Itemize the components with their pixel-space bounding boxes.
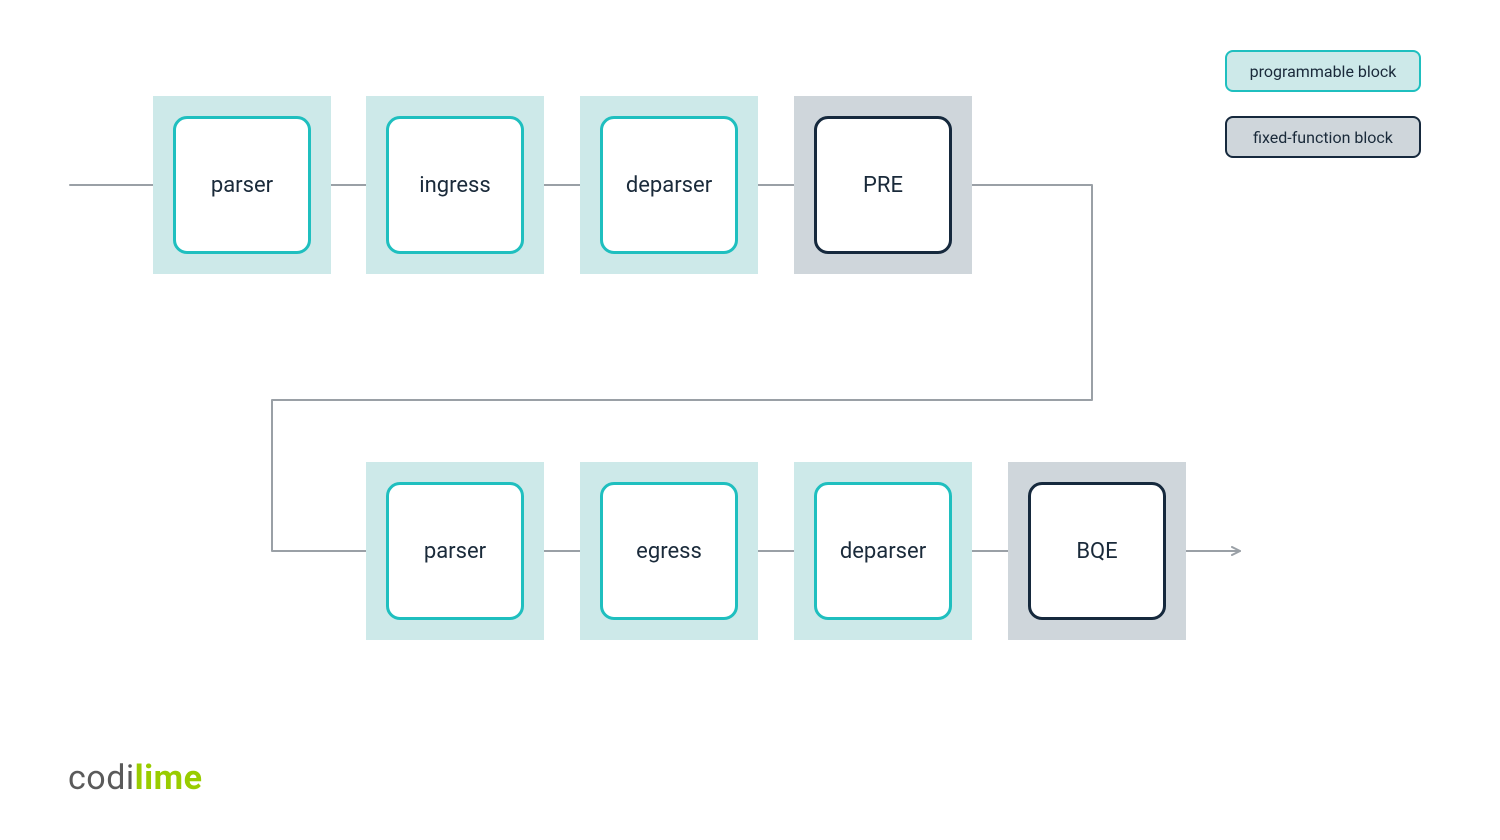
row1-block-deparser: deparser <box>580 96 758 274</box>
row2-block-parser: parser <box>366 462 544 640</box>
row2-block-inner: egress <box>600 482 738 620</box>
row2-block-inner: parser <box>386 482 524 620</box>
block-label: parser <box>424 539 486 564</box>
block-label: BQE <box>1076 539 1117 564</box>
row1-block-inner: ingress <box>386 116 524 254</box>
legend-fixed: fixed-function block <box>1225 116 1421 158</box>
row1-block-parser: parser <box>153 96 331 274</box>
legend-programmable: programmable block <box>1225 50 1421 92</box>
block-label: PRE <box>863 173 903 198</box>
block-label: ingress <box>419 173 490 198</box>
block-label: parser <box>211 173 273 198</box>
row2-block-bqe: BQE <box>1008 462 1186 640</box>
row1-block-pre: PRE <box>794 96 972 274</box>
block-label: deparser <box>840 539 926 564</box>
row1-block-ingress: ingress <box>366 96 544 274</box>
logo-part2: lime <box>135 758 203 798</box>
legend-fixed-label: fixed-function block <box>1253 128 1393 147</box>
block-label: deparser <box>626 173 712 198</box>
row1-block-inner: deparser <box>600 116 738 254</box>
row1-block-inner: PRE <box>814 116 952 254</box>
logo-part1: codi <box>68 758 135 798</box>
block-label: egress <box>636 539 702 564</box>
row1-block-inner: parser <box>173 116 311 254</box>
row2-block-inner: BQE <box>1028 482 1166 620</box>
row2-block-inner: deparser <box>814 482 952 620</box>
legend-programmable-label: programmable block <box>1250 62 1397 81</box>
logo: codilime <box>68 758 202 798</box>
row2-block-deparser: deparser <box>794 462 972 640</box>
row2-block-egress: egress <box>580 462 758 640</box>
